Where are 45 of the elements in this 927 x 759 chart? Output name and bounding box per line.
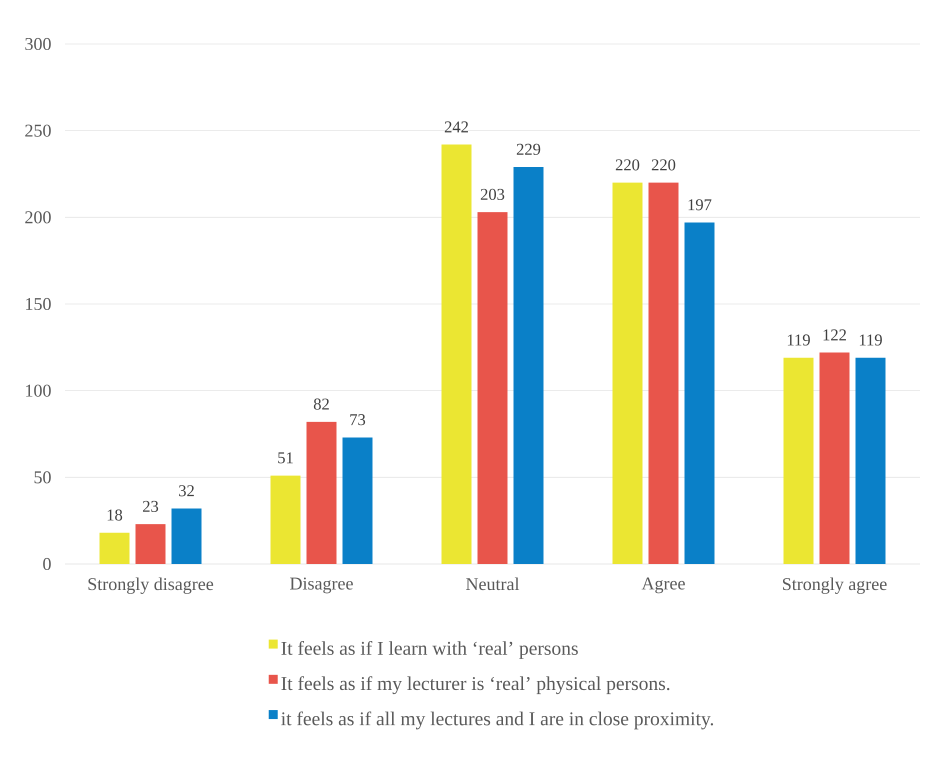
- y-tick-label: 150: [26, 298, 51, 310]
- data-label: 18: [108, 509, 122, 521]
- bar: [684, 222, 714, 564]
- x-tick-label: Agree: [642, 578, 685, 594]
- data-label: 220: [616, 159, 640, 170]
- x-tick-label: Strongly disagree: [88, 578, 214, 594]
- bar: [100, 532, 130, 564]
- data-label: 23: [142, 500, 158, 512]
- x-tick-label: Strongly agree: [782, 578, 887, 594]
- bar: [514, 167, 544, 564]
- bar: [172, 508, 202, 564]
- data-label: 73: [350, 414, 366, 426]
- bar: [612, 182, 642, 564]
- data-label: 197: [688, 199, 712, 210]
- legend-label: It feels as if my lecturer is ‘real’ physical persons.: [281, 676, 670, 694]
- y-tick-label: 250: [25, 124, 51, 137]
- bar: [442, 144, 472, 564]
- data-label: 51: [278, 452, 293, 464]
- bar: [648, 182, 678, 564]
- data-label: 122: [824, 329, 846, 340]
- bar: [784, 358, 814, 564]
- data-label: 119: [860, 334, 882, 346]
- bar: [136, 524, 166, 564]
- data-label: 82: [314, 398, 329, 410]
- bar: [820, 352, 850, 564]
- bar: [270, 476, 300, 564]
- bar: [855, 358, 886, 564]
- legend-label: it feels as if all my lectures and I are in close proximity.: [281, 711, 714, 730]
- data-label: 32: [179, 485, 194, 496]
- bar: [478, 212, 508, 564]
- y-tick-label: 200: [25, 211, 51, 224]
- data-label: 242: [444, 121, 468, 132]
- data-label: 220: [652, 159, 676, 170]
- x-tick-label: Disagree: [290, 578, 353, 594]
- bar: [342, 437, 372, 564]
- data-label: 119: [788, 334, 810, 346]
- y-tick-label: 100: [26, 384, 51, 397]
- bar: [306, 422, 337, 564]
- data-label: 203: [480, 188, 504, 200]
- y-tick-label: 300: [25, 38, 51, 50]
- y-tick-label: 0: [43, 558, 51, 570]
- legend-label: It feels as if I learn with ‘real’ persons: [281, 640, 578, 659]
- x-tick-label: Neutral: [466, 578, 520, 590]
- y-tick-label: 50: [34, 471, 51, 484]
- data-label: 229: [516, 144, 540, 155]
